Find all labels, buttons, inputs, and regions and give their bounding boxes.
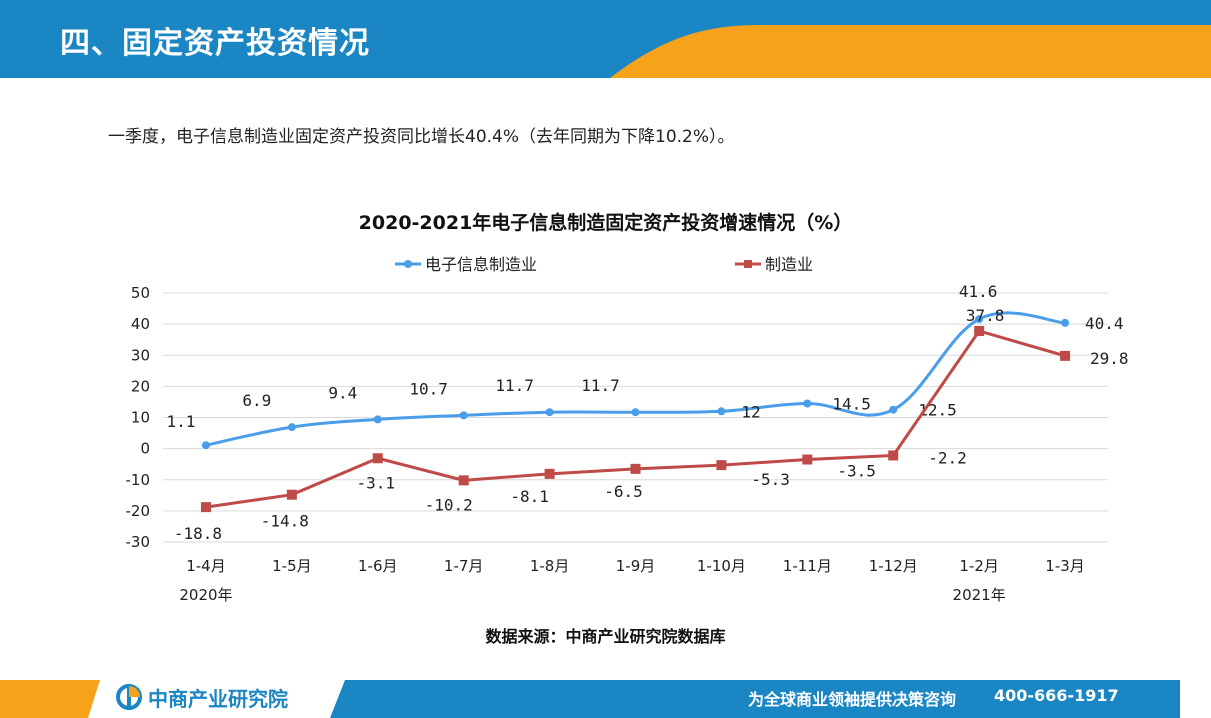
data-label: -8.1 bbox=[510, 487, 549, 506]
data-point bbox=[717, 407, 726, 416]
page-title: 四、固定资产投资情况 bbox=[60, 26, 370, 61]
data-label: -3.5 bbox=[837, 462, 876, 481]
data-point bbox=[286, 489, 297, 500]
legend-label: 制造业 bbox=[765, 255, 813, 274]
data-point bbox=[802, 454, 813, 465]
x-tick-label: 1-12月 bbox=[869, 557, 918, 575]
footer-phone: 400-666-1917 bbox=[994, 686, 1119, 705]
y-tick-label: 40 bbox=[131, 315, 150, 333]
data-point bbox=[631, 408, 640, 417]
data-label: -3.1 bbox=[357, 473, 396, 492]
x-tick-label: 1-2月 bbox=[959, 557, 999, 575]
source-text: 数据来源：中商产业研究院数据库 bbox=[485, 627, 726, 646]
data-label: 1.1 bbox=[167, 412, 196, 431]
x-tick-label: 1-11月 bbox=[783, 557, 832, 575]
data-label: 10.7 bbox=[409, 379, 448, 398]
data-label: 41.6 bbox=[959, 282, 998, 301]
data-point bbox=[974, 325, 985, 336]
y-tick-label: -20 bbox=[126, 502, 151, 520]
company-logo-icon bbox=[116, 684, 142, 710]
x-tick-label: 1-4月 bbox=[186, 557, 226, 575]
data-point bbox=[803, 399, 812, 408]
x-tick-label: 1-5月 bbox=[272, 557, 312, 575]
data-label: 6.9 bbox=[242, 391, 271, 410]
data-label: 37.8 bbox=[966, 306, 1005, 325]
data-label: -18.8 bbox=[174, 524, 222, 543]
y-tick-label: 10 bbox=[131, 409, 150, 427]
header-accent-shape bbox=[610, 25, 1211, 78]
data-point bbox=[459, 411, 468, 420]
data-label: 12 bbox=[741, 402, 760, 421]
x-tick-label: 1-10月 bbox=[697, 557, 746, 575]
data-point bbox=[630, 463, 641, 474]
x-year-label: 2021年 bbox=[953, 586, 1006, 604]
data-label: 11.7 bbox=[495, 376, 534, 395]
data-point bbox=[372, 453, 383, 464]
data-label: -5.3 bbox=[751, 470, 790, 489]
data-point bbox=[889, 405, 898, 414]
x-tick-label: 1-9月 bbox=[616, 557, 656, 575]
data-label: -10.2 bbox=[425, 495, 473, 514]
footer-bar bbox=[0, 680, 1211, 718]
data-point bbox=[200, 502, 211, 513]
data-label: 29.8 bbox=[1090, 349, 1129, 368]
data-point bbox=[544, 468, 555, 479]
data-point bbox=[545, 408, 554, 417]
data-label: 9.4 bbox=[328, 383, 357, 402]
data-point bbox=[287, 423, 296, 432]
data-label: -6.5 bbox=[604, 482, 643, 501]
data-point bbox=[975, 315, 984, 324]
legend-label: 电子信息制造业 bbox=[425, 255, 537, 274]
x-year-label: 2020年 bbox=[179, 586, 232, 604]
y-tick-label: -10 bbox=[126, 471, 151, 489]
data-point bbox=[1061, 318, 1070, 327]
legend-marker bbox=[404, 260, 412, 268]
y-tick-label: -30 bbox=[126, 533, 151, 551]
data-label: 14.5 bbox=[832, 394, 871, 413]
footer-slogan: 为全球商业领袖提供决策咨询 bbox=[748, 690, 957, 709]
y-tick-label: 20 bbox=[131, 377, 150, 395]
data-point bbox=[458, 475, 469, 486]
series-line bbox=[205, 311, 1066, 447]
data-point bbox=[888, 450, 899, 461]
x-tick-label: 1-7月 bbox=[444, 557, 484, 575]
y-tick-label: 0 bbox=[140, 440, 150, 458]
data-label: -14.8 bbox=[261, 512, 309, 531]
data-point bbox=[373, 415, 382, 424]
chart: 50 40 30 20 10 0 -10 -20 -30 1-4月 1-5月 1-6月 1-7月 1-8月… bbox=[126, 255, 1129, 604]
intro-text: 一季度，电子信息制造业固定资产投资同比增长40.4%（去年同期为下降10.2%）… bbox=[108, 127, 735, 147]
legend-marker bbox=[744, 260, 752, 268]
data-point bbox=[201, 441, 210, 450]
data-label: 11.7 bbox=[581, 376, 620, 395]
y-tick-label: 50 bbox=[131, 284, 150, 302]
y-tick-label: 30 bbox=[131, 346, 150, 364]
x-tick-label: 1-3月 bbox=[1045, 557, 1085, 575]
data-point bbox=[1060, 350, 1071, 361]
chart-title: 2020-2021年电子信息制造固定资产投资增速情况（%） bbox=[358, 212, 853, 234]
company-logo-text: 中商产业研究院 bbox=[148, 687, 288, 711]
data-label: 40.4 bbox=[1085, 314, 1124, 333]
x-tick-label: 1-6月 bbox=[358, 557, 398, 575]
data-label: -2.2 bbox=[928, 448, 967, 467]
x-tick-label: 1-8月 bbox=[530, 557, 570, 575]
data-point bbox=[716, 460, 727, 471]
